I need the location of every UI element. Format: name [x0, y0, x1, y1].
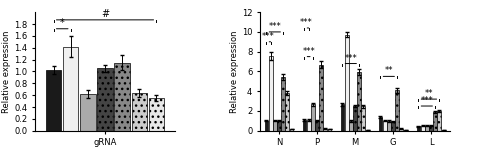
Bar [358, 73, 361, 131]
Bar [383, 121, 386, 131]
Bar [98, 68, 112, 131]
Bar [114, 63, 130, 131]
Bar [353, 106, 357, 131]
Bar [404, 130, 407, 131]
Bar [442, 130, 446, 131]
Bar [396, 90, 399, 131]
Bar [63, 47, 78, 131]
Text: **: ** [384, 66, 393, 75]
Text: *: * [60, 18, 64, 28]
Text: #: # [101, 9, 109, 19]
Legend: HEP-Flury, GD-SH-01, rHEP-shN, rHEP-shP, rHEP-shM, rHEP-shG, rHEP-shL: HEP-Flury, GD-SH-01, rHEP-shN, rHEP-shP,… [268, 13, 318, 75]
Bar [264, 121, 268, 131]
Bar [307, 120, 310, 131]
Bar [400, 129, 403, 131]
Bar [421, 126, 424, 131]
Bar [438, 111, 441, 131]
Bar [311, 104, 314, 131]
Bar [320, 64, 323, 131]
Bar [362, 106, 365, 131]
Bar [148, 98, 164, 131]
Bar [302, 120, 306, 131]
Bar [273, 121, 276, 131]
Text: ***: *** [268, 22, 281, 31]
Text: ***: *** [344, 54, 357, 63]
Bar [366, 130, 370, 131]
Bar [315, 121, 319, 131]
Bar [416, 126, 420, 131]
Bar [378, 117, 382, 131]
Bar [391, 122, 395, 131]
Bar [290, 129, 294, 131]
Bar [434, 112, 437, 131]
Bar [328, 129, 332, 131]
Bar [46, 70, 62, 131]
Bar [282, 77, 285, 131]
Y-axis label: Relative expression: Relative expression [2, 30, 12, 113]
Bar [349, 121, 352, 131]
Bar [80, 94, 96, 131]
Bar [345, 35, 348, 131]
Text: ***: *** [420, 96, 433, 105]
Text: ***: *** [262, 32, 275, 41]
Bar [324, 129, 327, 131]
Y-axis label: Relative expression: Relative expression [230, 30, 239, 113]
Text: ***: *** [302, 47, 315, 56]
Bar [429, 126, 433, 131]
Text: ***: *** [300, 18, 313, 27]
Bar [340, 104, 344, 131]
Bar [277, 121, 281, 131]
Text: **: ** [424, 89, 433, 98]
Bar [269, 56, 272, 131]
Bar [286, 93, 289, 131]
Bar [425, 126, 428, 131]
Bar [387, 121, 390, 131]
Bar [132, 93, 147, 131]
